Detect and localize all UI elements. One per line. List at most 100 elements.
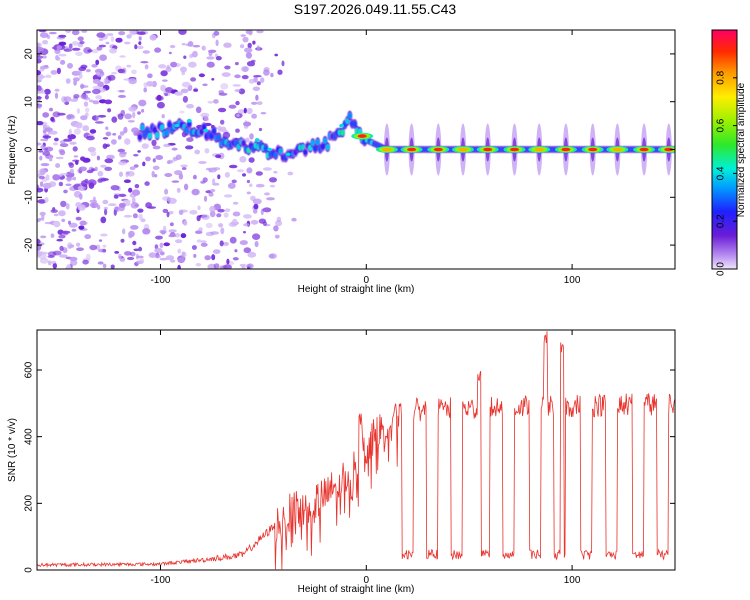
spectrogram-noise-blob — [216, 213, 222, 218]
spectrogram-noise-blob — [37, 79, 42, 83]
spectrogram-noise-blob — [154, 247, 163, 254]
spectrogram-noise-blob — [69, 168, 74, 174]
spectrogram-noise-blob — [260, 77, 265, 83]
spectrogram-pulse-core — [534, 147, 544, 152]
spectrogram-noise-blob — [82, 259, 89, 265]
spectrogram-noise-blob — [181, 251, 186, 257]
spectrogram-noise-blob — [49, 107, 53, 112]
spectrogram-noise-blob — [243, 107, 247, 114]
spectrogram-noise-blob — [76, 108, 81, 114]
spectrogram-noise-blob — [86, 69, 91, 73]
spectrogram-noise-blob — [185, 145, 194, 150]
spectrogram-noise-blob — [137, 208, 144, 213]
spectrogram-noise-blob — [145, 156, 151, 162]
spectrogram-noise-blob — [66, 264, 71, 269]
spectrogram-noise-blob — [63, 48, 73, 52]
spectrogram-noise-blob — [105, 41, 110, 45]
spectrogram-noise-blob — [108, 203, 117, 207]
spectrogram-noise-blob — [68, 128, 72, 136]
snr-frame — [36, 329, 676, 571]
spectrogram-noise-blob — [57, 112, 66, 116]
spectrogram-noise-blob — [80, 156, 86, 161]
spectrogram-noise-blob — [142, 50, 150, 54]
spectrogram-noise-blob — [266, 197, 275, 201]
spectrogram-pulse-core — [458, 147, 468, 152]
spectrogram-noise-blob — [246, 107, 253, 115]
spectrogram-noise-blob — [255, 94, 259, 101]
spectrogram-noise-blob — [212, 178, 216, 185]
spectrogram-noise-blob — [52, 262, 57, 269]
spectrogram-noise-blob — [72, 146, 78, 152]
spectrogram-noise-blob — [90, 150, 97, 157]
spectrogram-noise-blob — [117, 135, 122, 140]
spectrogram-noise-blob — [177, 257, 185, 264]
spectrogram-ridge-cell — [241, 140, 246, 147]
spectrogram-ridge-cell — [211, 128, 217, 134]
spectrogram-noise-blob — [58, 34, 67, 38]
snr-y-tick-label: 400 — [24, 428, 35, 445]
spectrogram-noise-blob — [80, 83, 85, 90]
spectrogram-noise-blob — [37, 142, 42, 146]
snr-x-tick-label: -100 — [150, 575, 170, 586]
spectrogram-noise-blob — [55, 156, 64, 160]
spectrogram-noise-blob — [50, 233, 55, 238]
spectrogram-noise-blob — [39, 155, 43, 161]
spectrogram-noise-blob — [56, 67, 62, 75]
spectrogram-noise-blob — [133, 164, 139, 168]
spectrogram-noise-blob — [53, 220, 61, 228]
spectrogram-noise-blob — [247, 251, 257, 258]
spectrogram-noise-blob — [274, 234, 280, 239]
spectrogram-noise-blob — [242, 36, 249, 43]
spectrogram-noise-blob — [242, 173, 246, 177]
spectrogram-noise-blob — [144, 181, 150, 186]
spectrogram-noise-blob — [94, 121, 104, 124]
spectrogram-noise-blob — [98, 38, 104, 41]
spectrogram-noise-blob — [140, 61, 149, 64]
spectrogram-noise-blob — [211, 78, 215, 81]
spectrogram-noise-blob — [212, 249, 221, 255]
spectrogram-noise-blob — [86, 135, 95, 141]
spectrogram-ridge-cell — [140, 124, 145, 131]
spectrogram-noise-blob — [45, 74, 52, 79]
spectrogram-noise-blob — [97, 114, 107, 118]
spectrogram-noise-blob — [161, 230, 166, 235]
spectrogram-noise-blob — [105, 131, 112, 137]
spectrogram-noise-blob — [112, 133, 117, 136]
spectrogram-noise-blob — [220, 119, 225, 125]
spectrogram-noise-blob — [65, 78, 71, 84]
spectrogram-noise-blob — [118, 193, 127, 197]
spectrogram-noise-blob — [248, 183, 253, 188]
spectrogram-noise-blob — [189, 210, 198, 215]
spectrogram-noise-blob — [178, 209, 184, 215]
colorbar-tick-label: 0.2 — [716, 214, 727, 228]
spectrogram-noise-blob — [58, 234, 66, 239]
spectrogram-noise-blob — [249, 133, 254, 140]
spectrogram-noise-blob — [251, 113, 257, 119]
spectrogram-noise-blob — [68, 162, 74, 166]
spectrogram-noise-blob — [78, 166, 87, 172]
spectrogram-noise-blob — [163, 225, 167, 232]
spectrogram-noise-blob — [202, 177, 208, 183]
spectrogram-noise-blob — [114, 251, 120, 254]
spectrogram-noise-blob — [58, 148, 65, 153]
spectrogram-noise-blob — [138, 99, 147, 107]
spectrogram-noise-blob — [236, 169, 244, 173]
spectrogram-noise-blob — [162, 209, 168, 213]
spectrogram-noise-blob — [177, 264, 181, 269]
spectrogram-noise-blob — [149, 34, 157, 41]
spectrogram-noise-blob — [246, 191, 251, 195]
spectrogram-noise-blob — [117, 148, 126, 153]
spectrogram-noise-blob — [109, 48, 117, 54]
spectrogram-noise-blob — [215, 39, 219, 47]
colorbar-tick-label: 0.0 — [716, 262, 727, 276]
spectrogram-noise-blob — [123, 199, 131, 204]
spectrogram-x-ticks: -100 0 100 — [150, 30, 581, 286]
spectrogram-noise-blob — [219, 240, 224, 247]
spectrogram-noise-blob — [97, 170, 104, 177]
spectrogram-noise-blob — [137, 45, 144, 50]
spectrogram-ridge-cell — [187, 121, 192, 127]
spectrogram-noise-blob — [245, 30, 253, 35]
spectrogram-noise-blob — [79, 40, 85, 45]
spectrogram-noise-blob — [39, 257, 49, 264]
spectrogram-noise-blob — [247, 42, 252, 49]
